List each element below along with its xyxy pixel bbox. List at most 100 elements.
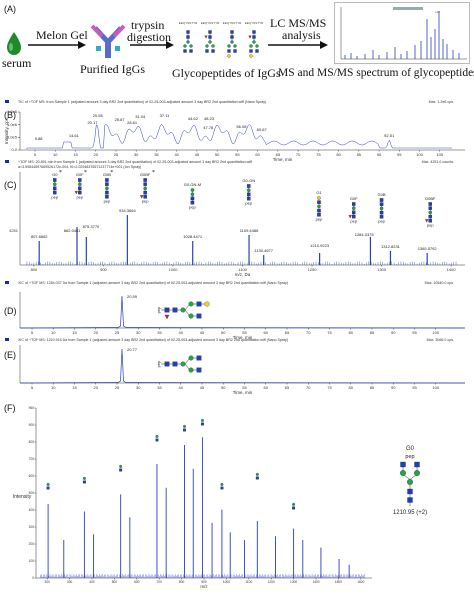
x-tick-label: 1000 — [223, 580, 230, 584]
xic-trace — [19, 295, 466, 329]
x-tick-label: 55 — [235, 152, 240, 157]
x-tick-label: 25 — [115, 385, 120, 390]
ms-peak-label: 1028.4471 — [183, 234, 203, 239]
pep-label: pep — [316, 217, 323, 222]
glycan-name-label: G0B — [103, 172, 111, 177]
y-tick-label: 1.2e6 — [7, 109, 18, 114]
x-tick-label: 1300 — [377, 267, 387, 272]
tic-trace — [26, 123, 452, 150]
y-tick-label: 4251 — [9, 228, 19, 233]
trypsin-label: trypsin — [131, 18, 165, 32]
tic-peak-label: 56.08 — [236, 124, 247, 129]
glcnac-square — [143, 178, 147, 182]
x-tick-label: 200 — [45, 580, 51, 584]
mannose-circle — [227, 44, 231, 48]
glycopeptide-sequence-label: EEQYNSTYR — [201, 21, 220, 25]
mannose-circle — [183, 44, 187, 48]
x-tick-label: 20 — [93, 152, 98, 157]
x-tick-label: 85 — [357, 152, 362, 157]
x-tick-label: 30 — [134, 152, 139, 157]
panel-d-header: XIC of +TOF MS: 1284.037 Da from Sample … — [18, 281, 289, 285]
pep-label: pep — [350, 218, 357, 223]
panel-d-label: (D) — [4, 306, 17, 316]
x-tick-label: 40 — [174, 152, 179, 157]
x-tick-label: 10 — [53, 152, 58, 157]
tic-peak-label: 28.61 — [127, 120, 138, 125]
x-tick-label: 80 — [349, 385, 354, 390]
glcnac-square — [183, 49, 187, 53]
pep-label: pep — [142, 199, 149, 204]
glycopeptide-sequence-label: EEQYNSTYR — [223, 21, 242, 25]
y-tick-label: 960 — [29, 406, 35, 410]
ms-peak-label: 862.0461 — [64, 228, 81, 233]
igg-antibody-icon — [88, 20, 128, 60]
x-tick-label: 1100 — [245, 580, 252, 584]
glcnac-square — [196, 313, 202, 319]
x-tick-label: 15 — [72, 330, 77, 335]
x-tick-label: 60 — [255, 152, 260, 157]
glcnac-square — [292, 506, 296, 510]
x-tick-label: 75 — [327, 385, 332, 390]
panel-b-label: (B) — [4, 110, 16, 120]
y-axis-label: Intensity, cps — [4, 117, 9, 144]
glcnac-square — [196, 367, 202, 373]
x-tick-label: 45 — [200, 385, 205, 390]
glcnac-square — [249, 49, 253, 53]
x-tick-label: 35 — [157, 385, 162, 390]
ms-peak-label: 1312.8231 — [381, 244, 401, 249]
panel-e-legend-square — [5, 338, 9, 341]
mannose-circle — [414, 470, 420, 476]
mannose-circle — [200, 418, 204, 422]
x-tick-label: 35 — [157, 330, 162, 335]
fucose-triangle — [348, 215, 352, 219]
glycan-name-label: G0BF — [425, 196, 436, 201]
glcnac-square — [155, 438, 159, 442]
x-tick-label: 100 — [432, 385, 439, 390]
serum-label: serum — [2, 56, 32, 70]
pep-label: pep — [76, 194, 83, 199]
x-tick-label: 15 — [72, 385, 77, 390]
glcnac-square — [119, 468, 123, 472]
x-tick-label: 90 — [377, 152, 382, 157]
ms-peak-label: 1130.4677 — [254, 248, 273, 253]
x-tick-label: 100 — [416, 152, 423, 157]
x-tick-label: 10 — [51, 385, 56, 390]
y-axis-label: Intensity — [13, 494, 32, 500]
ms-peak-label: 807.6662 — [31, 234, 48, 239]
galactose-circle — [249, 54, 253, 58]
x-tick-label: 20 — [94, 385, 99, 390]
glycan-name-label: G0F — [350, 196, 358, 201]
fucose-triangle — [425, 219, 429, 223]
x-tick-label: 800 — [179, 580, 185, 584]
mannose-circle — [233, 44, 237, 48]
glcnac-square — [255, 476, 259, 480]
x-tick-label: 25 — [115, 330, 120, 335]
mannose-circle — [255, 44, 259, 48]
pep-label: pep — [189, 204, 196, 209]
glcnac-square — [200, 422, 204, 426]
glcnac-square — [220, 486, 224, 490]
glcnac-square — [78, 178, 82, 182]
x-tick-label: 5 — [34, 152, 37, 157]
x-tick-label: 900 — [100, 267, 107, 272]
x-tick-label: 50 — [215, 152, 220, 157]
mannose-circle — [407, 479, 413, 485]
glcnac-square — [351, 202, 356, 206]
mannose-circle — [189, 44, 193, 48]
glycopeptide-sequence-label: EEQYNSTYR — [245, 21, 264, 25]
panel-e-label: (E) — [4, 350, 16, 360]
pep-label: pep — [156, 306, 161, 313]
y-tick-label: 5.0e5 — [7, 135, 18, 140]
glcnac-square — [105, 178, 109, 182]
fucose-triangle — [74, 191, 78, 195]
spectrum-thumbnail: x10 — [334, 2, 470, 64]
thumb-label: x10 — [435, 10, 440, 14]
x-tick-label: 30 — [136, 330, 141, 335]
x-tick-label: 1300 — [290, 580, 297, 584]
tic-peak-label: 37.11 — [160, 113, 170, 118]
x-tick-label: 70 — [306, 385, 311, 390]
x-tick-label: 95 — [412, 330, 417, 335]
glcnac-square — [379, 198, 384, 202]
